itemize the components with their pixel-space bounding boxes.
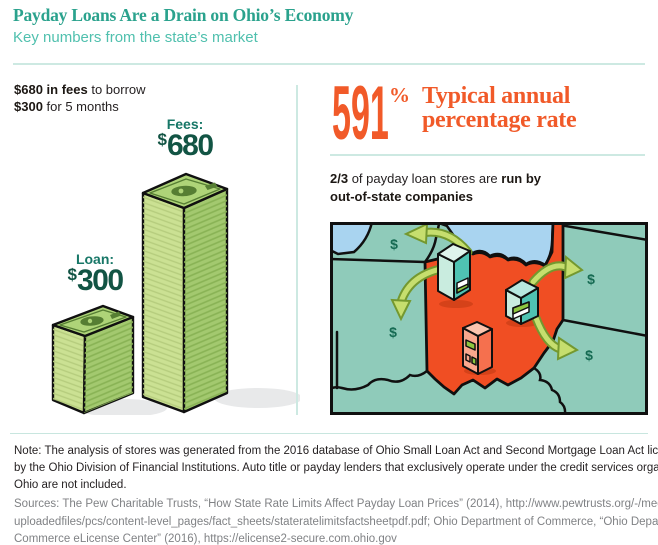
apr-label-line2: percentage rate bbox=[422, 107, 577, 133]
stores-fraction: 2/3 bbox=[330, 171, 349, 186]
map-dollar-sign: $ bbox=[390, 236, 398, 252]
note-line: Note: The analysis of stores was generat… bbox=[14, 445, 658, 457]
apr-label: Typical annual percentage rate bbox=[422, 83, 577, 133]
ohio-map: $ $ $ $ bbox=[330, 222, 648, 415]
page-title: Payday Loans Are a Drain on Ohio’s Econo… bbox=[13, 5, 354, 25]
stores-fact-bold2: out-of-state companies bbox=[330, 188, 474, 204]
apr-percent-sign: % bbox=[389, 83, 410, 107]
money-arrow-icon bbox=[528, 254, 584, 287]
loan-bar-value: $300 bbox=[35, 264, 155, 298]
note-line: Ohio are not included. bbox=[14, 478, 127, 491]
store-icon bbox=[462, 321, 493, 375]
note-line: by the Ohio Division of Financial Instit… bbox=[14, 461, 658, 474]
money-arrow-icon bbox=[531, 313, 580, 361]
map-frame bbox=[330, 222, 648, 415]
note-text: Note: The analysis of stores was generat… bbox=[14, 443, 658, 493]
fees-bar bbox=[141, 172, 229, 414]
column-divider bbox=[296, 85, 298, 415]
fees-amount: 680 bbox=[166, 129, 214, 162]
lede-loan-rest: for 5 months bbox=[42, 98, 119, 114]
sources-line: Commerce eLicense Center” (2016), https:… bbox=[14, 533, 397, 545]
map-dollar-signs: $ $ $ $ bbox=[389, 236, 595, 363]
stat-divider bbox=[330, 154, 645, 156]
shadow bbox=[439, 300, 473, 308]
map-dollar-sign: $ bbox=[587, 271, 595, 287]
fees-bar-label: Fees: bbox=[166, 116, 204, 132]
apr-value: 591 bbox=[332, 72, 389, 157]
map-dollar-sign: $ bbox=[585, 347, 593, 363]
state-borders bbox=[330, 222, 648, 415]
fees-lede: $680 in fees to borrow $300 for 5 months bbox=[14, 82, 146, 115]
sources-text: Sources: The Pew Charitable Trusts, “How… bbox=[14, 496, 658, 545]
sources-line: uploadedfiles/pcs/content-level_pages/fa… bbox=[14, 515, 658, 528]
loan-bar-label: Loan: bbox=[75, 251, 115, 267]
sources-line: Sources: The Pew Charitable Trusts, “How… bbox=[14, 498, 658, 510]
stores-fact-bold: run by bbox=[501, 171, 542, 186]
apr-stat: 591 bbox=[332, 76, 402, 152]
shadow bbox=[214, 388, 300, 408]
stores-fact-text: of payday loan stores are bbox=[348, 171, 502, 186]
stores-fact: 2/3 of payday loan stores are run by out… bbox=[330, 170, 541, 205]
fees-currency: $ bbox=[157, 130, 167, 149]
loan-bar bbox=[51, 304, 135, 415]
money-stack-chart bbox=[51, 172, 300, 415]
store-icon bbox=[437, 243, 471, 301]
fees-bar-value: $680 bbox=[125, 129, 245, 163]
apr-label-line1: Typical annual bbox=[422, 83, 571, 109]
store-icon bbox=[505, 279, 539, 325]
header-divider bbox=[13, 63, 645, 65]
lede-fees-rest: to borrow bbox=[87, 82, 146, 97]
loan-amount: 300 bbox=[76, 264, 124, 297]
lede-loan-bold: $300 bbox=[14, 98, 43, 114]
loan-currency: $ bbox=[67, 265, 77, 284]
page-subtitle: Key numbers from the state’s market bbox=[13, 29, 258, 46]
lede-fees-bold: $680 in fees bbox=[14, 82, 88, 97]
map-dollar-sign: $ bbox=[389, 324, 397, 340]
footer-divider bbox=[10, 433, 648, 434]
